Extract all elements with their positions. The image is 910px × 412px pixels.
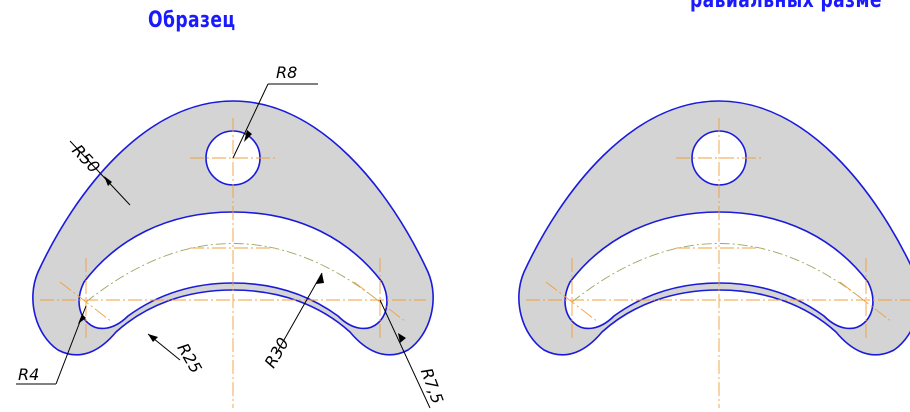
dimension-r30-label: R30 — [261, 334, 293, 371]
dimension-r8: R8 — [232, 63, 318, 159]
sample-title: Образец — [148, 8, 236, 33]
bracket-part-sample — [32, 100, 434, 409]
dimension-r25: R25 — [147, 333, 206, 377]
task-title-cropped: равиальных разме — [690, 0, 882, 13]
dimension-r8-label: R8 — [276, 63, 297, 82]
dimension-r4-label: R4 — [18, 365, 39, 384]
task-drawing — [518, 100, 910, 409]
dimension-r4: R4 — [16, 305, 87, 385]
dimension-r7-5-label: R7,5 — [417, 365, 447, 406]
sample-drawing: R8 R50 R25 R30 R4 R7,5 — [16, 63, 447, 409]
bracket-part-task — [518, 100, 910, 409]
